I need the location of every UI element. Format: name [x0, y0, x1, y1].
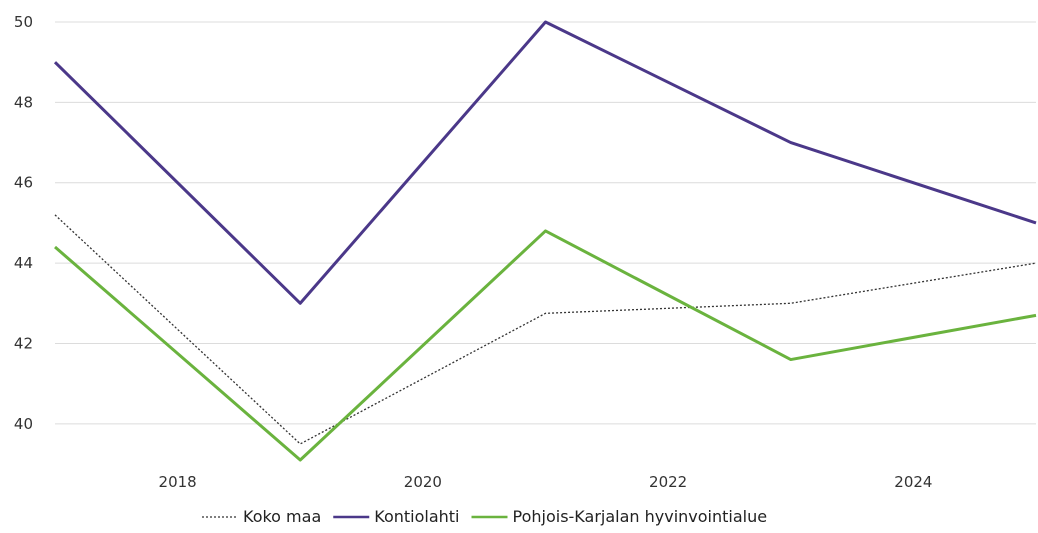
x-axis: 2018 2020 2022 2024 [159, 473, 933, 491]
x-tick-label: 2020 [404, 473, 442, 491]
y-tick-label: 46 [14, 174, 33, 192]
legend-label: Koko maa [243, 507, 321, 526]
series-line-0 [54, 214, 1037, 445]
series-lines [53, 20, 1037, 462]
legend-label: Kontiolahti [374, 507, 459, 526]
x-tick-label: 2018 [159, 473, 197, 491]
y-tick-label: 40 [14, 415, 33, 433]
y-tick-label: 42 [14, 334, 33, 352]
y-tick-label: 44 [14, 254, 33, 272]
series-line-1 [53, 20, 1037, 305]
legend-label: Pohjois-Karjalan hyvinvointialue [513, 507, 768, 526]
y-tick-label: 50 [14, 13, 33, 31]
series-line-2 [54, 229, 1037, 462]
x-tick-label: 2024 [894, 473, 932, 491]
y-tick-label: 48 [14, 93, 33, 111]
x-tick-label: 2022 [649, 473, 687, 491]
y-axis: 40 42 44 46 48 50 [14, 13, 33, 433]
legend: Koko maa Kontiolahti Pohjois-Karjalan hyvi… [202, 507, 767, 526]
grid-lines [55, 21, 1036, 425]
